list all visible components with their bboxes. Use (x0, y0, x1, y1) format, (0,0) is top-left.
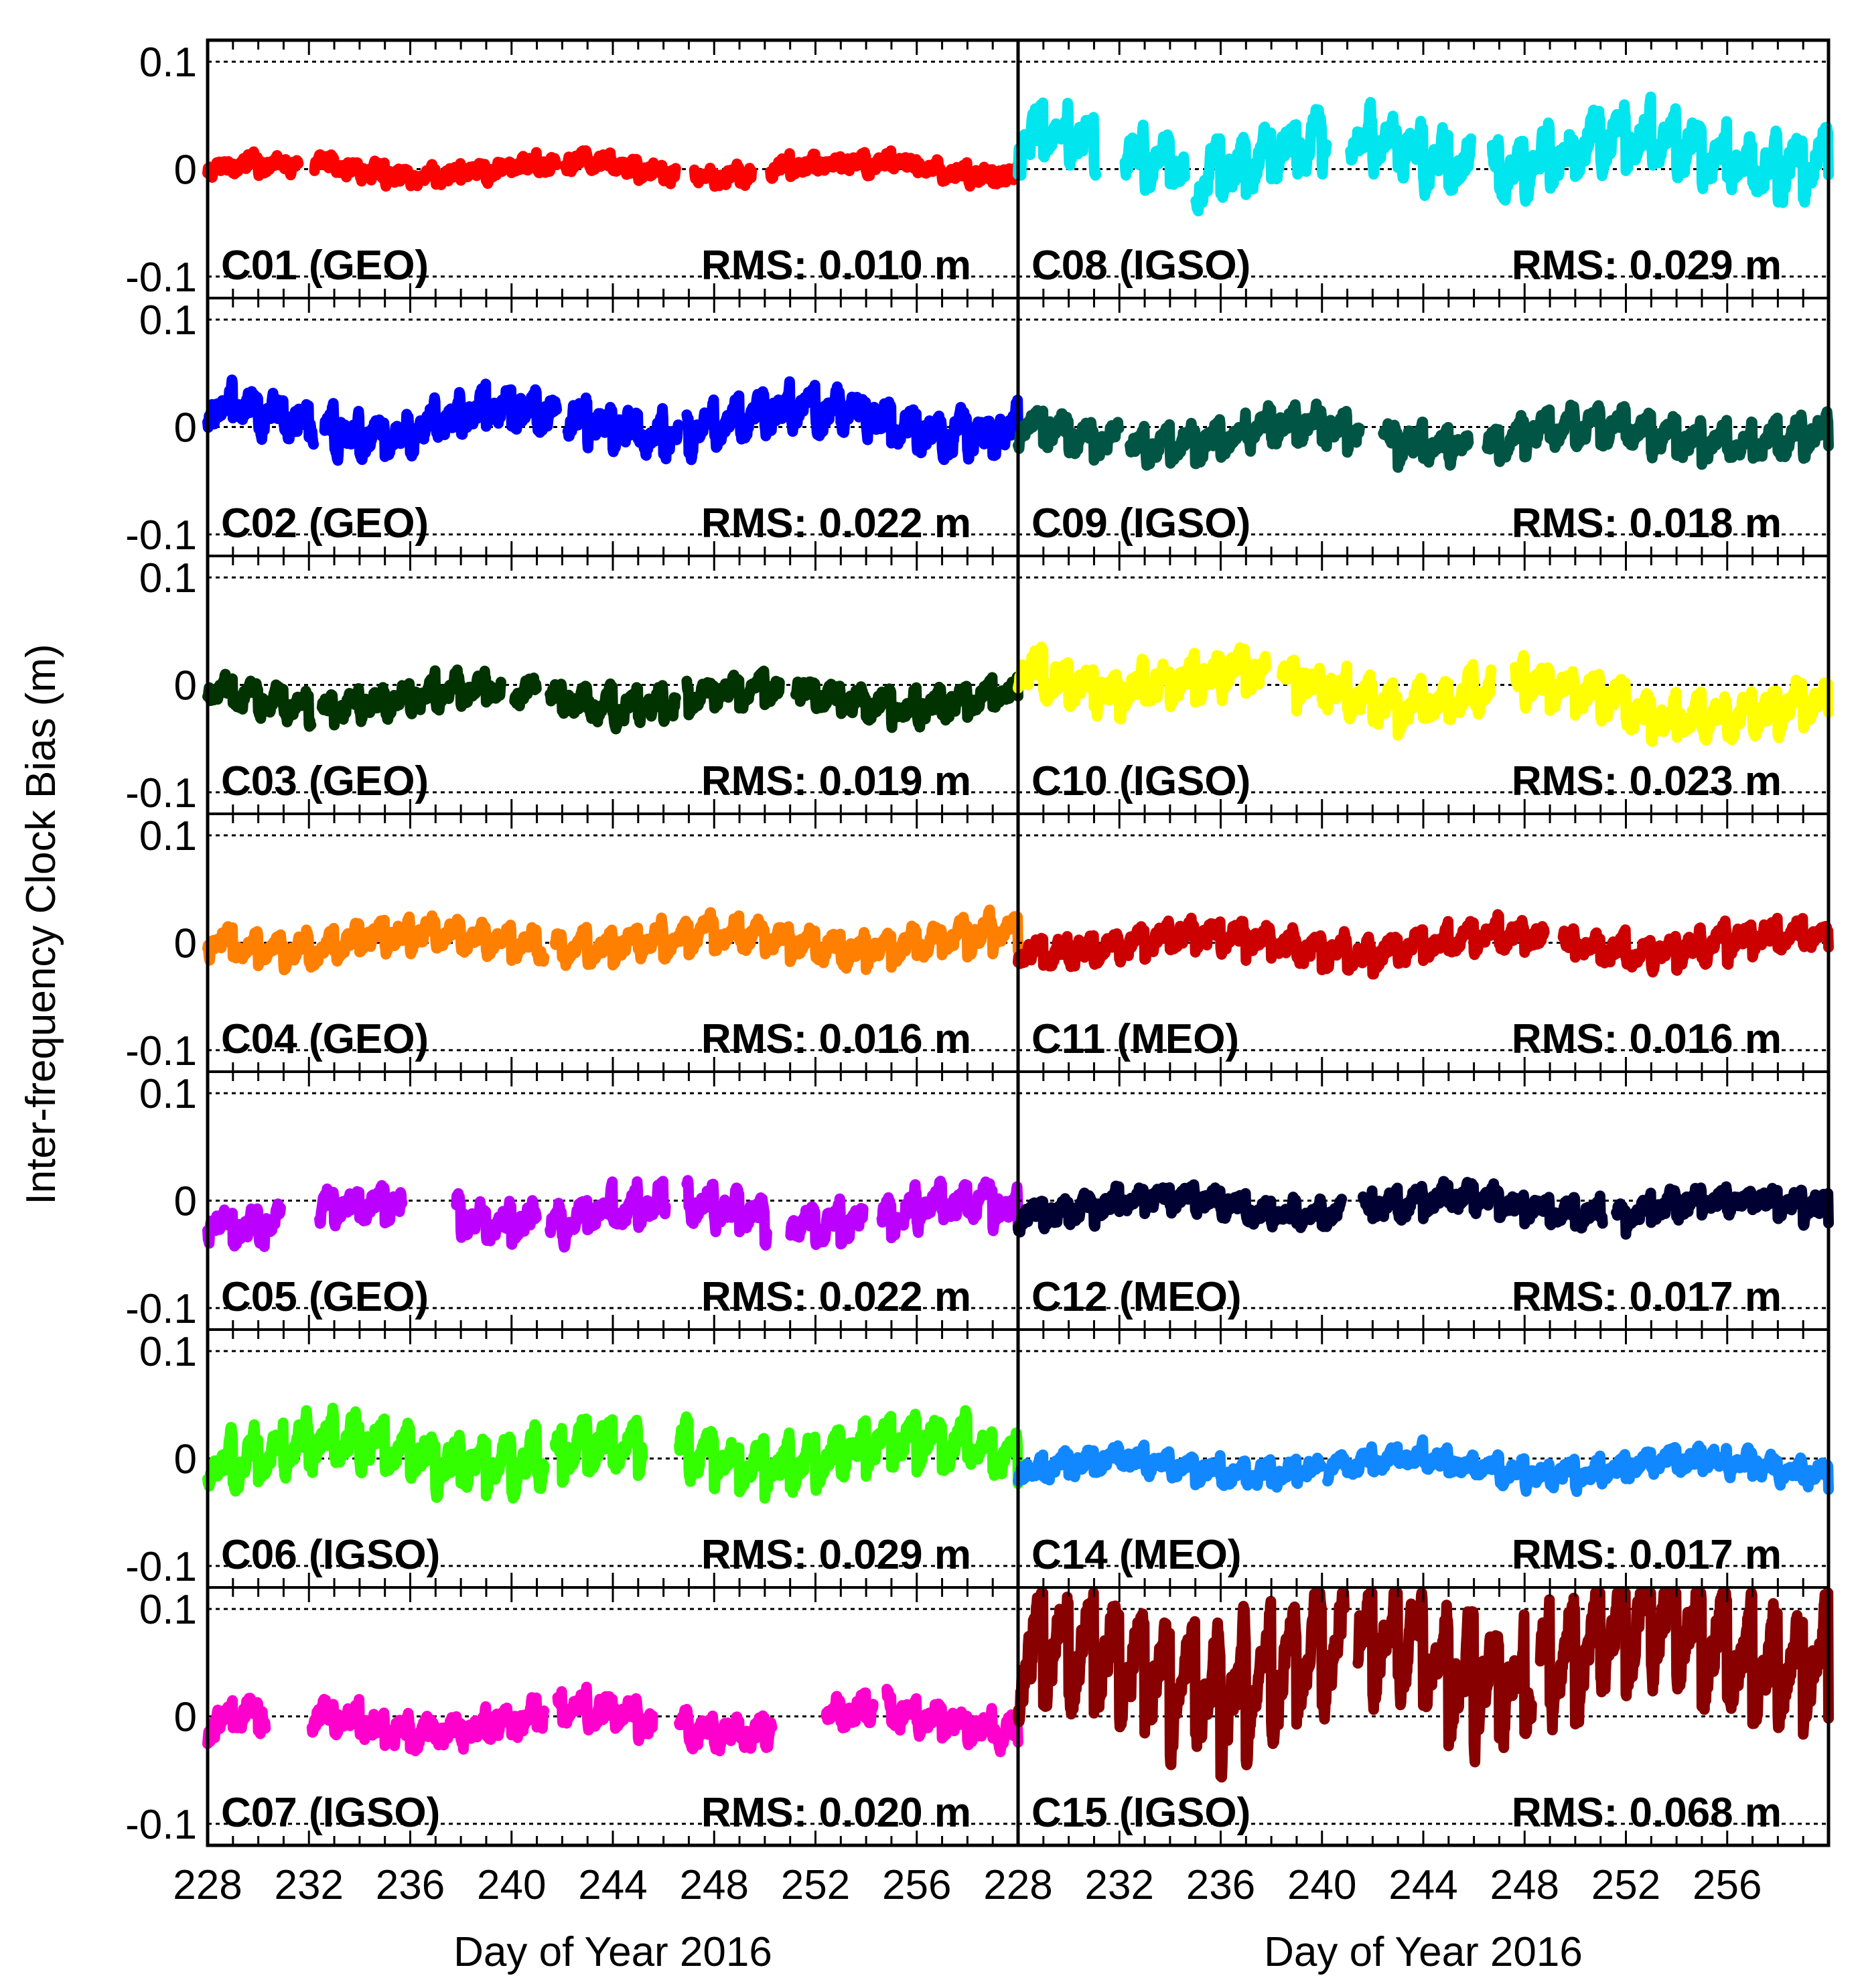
rms-label: RMS: 0.016 m (1512, 1016, 1782, 1062)
rms-label: RMS: 0.022 m (701, 500, 971, 547)
y-tick-label: 0.1 (139, 40, 197, 86)
rms-label: RMS: 0.068 m (1512, 1790, 1782, 1836)
satellite-label: C14 (MEO) (1031, 1532, 1241, 1578)
series-line-c04 (202, 904, 1023, 976)
rms-label: RMS: 0.022 m (701, 1274, 971, 1320)
satellite-label: C02 (GEO) (221, 500, 429, 547)
column-frame-2 (1016, 38, 1831, 1847)
rms-label: RMS: 0.017 m (1512, 1274, 1782, 1320)
x-tick-label: 252 (781, 1862, 850, 1908)
y-tick-label: -0.1 (125, 770, 197, 816)
y-tick-label: -0.1 (125, 512, 197, 559)
y-tick-label: 0.1 (139, 1587, 197, 1633)
panel-c01: 0.1 0 -0.1 C01 (GEO) RMS: 0.010 m (125, 39, 1023, 301)
y-axis-title: Inter-frequency Clock Bias (m) (18, 644, 64, 1204)
x-tick-label: 244 (1388, 1862, 1457, 1908)
y-tick-label: 0 (174, 147, 197, 194)
x-tick-label: 232 (275, 1862, 344, 1908)
x-tick-label: 248 (1490, 1862, 1559, 1908)
x-tick-label: 252 (1591, 1862, 1660, 1908)
y-tick-label: 0 (174, 663, 197, 709)
series-line-c02 (202, 374, 1023, 466)
rms-label: RMS: 0.029 m (1512, 242, 1782, 289)
x-tick-label: 232 (1085, 1862, 1154, 1908)
rms-label: RMS: 0.023 m (1512, 758, 1782, 804)
series-line-c15 (1013, 1587, 1834, 1783)
panel-c03: 0.1 0 -0.1 C03 (GEO) RMS: 0.019 m (125, 555, 1023, 816)
x-axis-title: Day of Year 2016 (453, 1929, 772, 1975)
panel-c14: C14 (MEO) RMS: 0.017 m (1013, 1328, 1834, 1589)
series-line-c06 (202, 1403, 1023, 1504)
column-frames (206, 38, 1831, 1847)
x-tick-label: 244 (578, 1862, 647, 1908)
satellite-label: C12 (MEO) (1031, 1274, 1241, 1320)
satellite-label: C10 (IGSO) (1031, 758, 1250, 804)
rms-label: RMS: 0.016 m (701, 1016, 971, 1062)
x-tick-label: 228 (983, 1862, 1052, 1908)
series-line-c12 (1013, 1176, 1834, 1240)
x-axis: 228 232 236 240 244 248 252 256 Day of Year 2016… (173, 1862, 1762, 1975)
rms-label: RMS: 0.018 m (1512, 500, 1782, 547)
x-tick-label: 248 (680, 1862, 749, 1908)
rms-label: RMS: 0.019 m (701, 758, 971, 804)
x-tick-label: 240 (1287, 1862, 1356, 1908)
rms-label: RMS: 0.029 m (701, 1532, 971, 1578)
x-tick-label: 236 (1186, 1862, 1255, 1908)
satellite-label: C04 (GEO) (221, 1016, 429, 1062)
series-line-c05 (202, 1175, 1023, 1253)
satellite-label: C06 (IGSO) (221, 1532, 440, 1578)
y-tick-label: 0.1 (139, 813, 197, 859)
y-tick-label: 0 (174, 1437, 197, 1483)
series-line-c09 (1013, 399, 1834, 473)
x-tick-label: 256 (882, 1862, 951, 1908)
y-tick-label: 0 (174, 921, 197, 967)
series-line-c10 (1013, 641, 1834, 748)
y-tick-label: -0.1 (125, 255, 197, 301)
series-line-c03 (202, 664, 1023, 735)
y-tick-label: 0.1 (139, 1329, 197, 1375)
rms-label: RMS: 0.010 m (701, 242, 971, 289)
panel-c02: 0.1 0 -0.1 C02 (GEO) RMS: 0.022 m (125, 297, 1023, 559)
y-tick-label: 0 (174, 1695, 197, 1741)
panel-c15: C15 (IGSO) RMS: 0.068 m (1013, 1586, 1834, 1847)
x-axis-title: Day of Year 2016 (1264, 1929, 1583, 1975)
satellite-label: C03 (GEO) (221, 758, 429, 804)
panel-c11: C11 (MEO) RMS: 0.016 m (1013, 812, 1834, 1073)
panels-layer: 0.1 0 -0.1 C01 (GEO) RMS: 0.010 m 0.1 0 -0.1 C02… (125, 39, 1834, 1848)
series-line-c08 (1013, 91, 1834, 217)
y-tick-label: -0.1 (125, 1028, 197, 1074)
rms-label: RMS: 0.017 m (1512, 1532, 1782, 1578)
satellite-label: C01 (GEO) (221, 242, 429, 289)
series-line-c07 (202, 1681, 1023, 1758)
rms-label: RMS: 0.020 m (701, 1790, 971, 1836)
y-tick-label: 0.1 (139, 1071, 197, 1117)
x-tick-label: 228 (173, 1862, 242, 1908)
y-tick-label: 0.1 (139, 297, 197, 344)
x-tick-label: 256 (1693, 1862, 1762, 1908)
satellite-label: C09 (IGSO) (1031, 500, 1250, 547)
y-tick-label: -0.1 (125, 1286, 197, 1332)
series-line-c14 (1013, 1434, 1834, 1497)
series-line-c01 (202, 145, 1023, 192)
satellite-label: C15 (IGSO) (1031, 1790, 1250, 1836)
satellite-label: C11 (MEO) (1031, 1016, 1239, 1062)
y-tick-label: 0.1 (139, 555, 197, 601)
x-tick-label: 240 (477, 1862, 546, 1908)
y-tick-label: -0.1 (125, 1802, 197, 1848)
satellite-label: C05 (GEO) (221, 1274, 429, 1320)
satellite-label: C07 (IGSO) (221, 1790, 440, 1836)
x-tick-label: 236 (376, 1862, 445, 1908)
y-tick-label: -0.1 (125, 1544, 197, 1590)
satellite-label: C08 (IGSO) (1031, 242, 1250, 289)
panel-c04: 0.1 0 -0.1 C04 (GEO) RMS: 0.016 m (125, 812, 1023, 1074)
y-tick-label: 0 (174, 405, 197, 451)
y-tick-label: 0 (174, 1179, 197, 1225)
series-line-c11 (1013, 909, 1834, 980)
